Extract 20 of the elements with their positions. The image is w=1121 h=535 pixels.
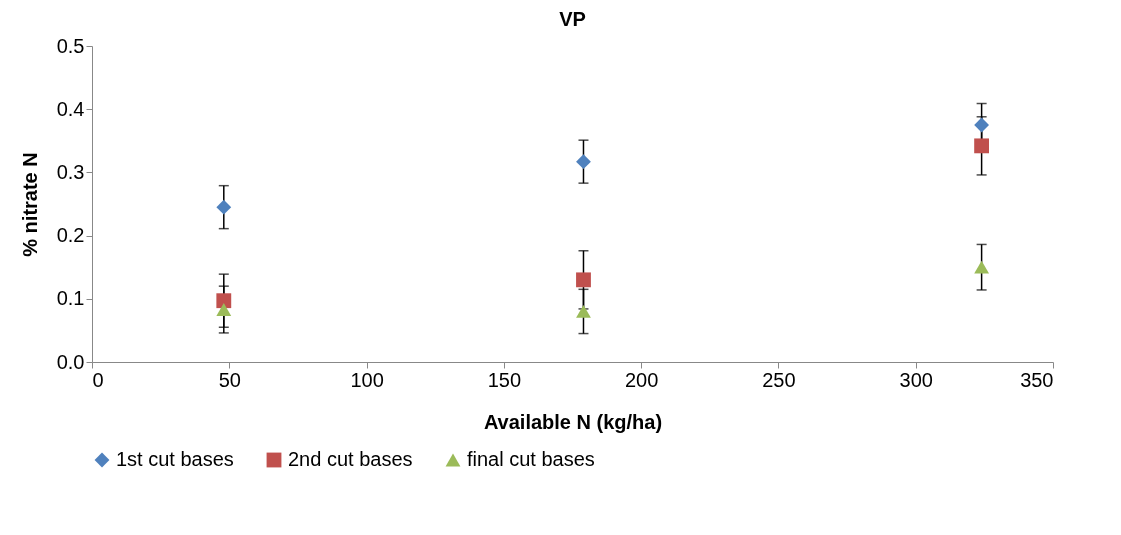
legend-label: 1st cut bases [116, 448, 234, 470]
y-tick-label: 0.1 [56, 287, 85, 310]
y-tick-label: 0.4 [56, 97, 85, 120]
x-tick-label: 150 [487, 368, 522, 391]
y-tick-label: 0.3 [56, 160, 85, 183]
x-tick-label: 300 [899, 368, 933, 391]
x-tick-label: 0 [92, 368, 104, 391]
y-tick-label: 0.2 [56, 224, 85, 247]
x-tick-label: 200 [624, 368, 659, 391]
x-tick-label: 100 [350, 368, 384, 391]
y-tick-label: 0.5 [56, 34, 85, 57]
x-tick-label: 350 [1020, 368, 1054, 391]
y-tick-label: 0.0 [56, 350, 85, 373]
x-axis-title: Available N (kg/ha) [483, 410, 663, 433]
legend-label: final cut bases [467, 448, 595, 470]
legend-label: 2nd cut bases [288, 448, 413, 470]
chart-title: VP [559, 8, 586, 30]
x-tick-label: 250 [762, 368, 796, 391]
y-axis-title: % nitrate N [18, 152, 41, 257]
x-tick-label: 50 [218, 368, 241, 391]
